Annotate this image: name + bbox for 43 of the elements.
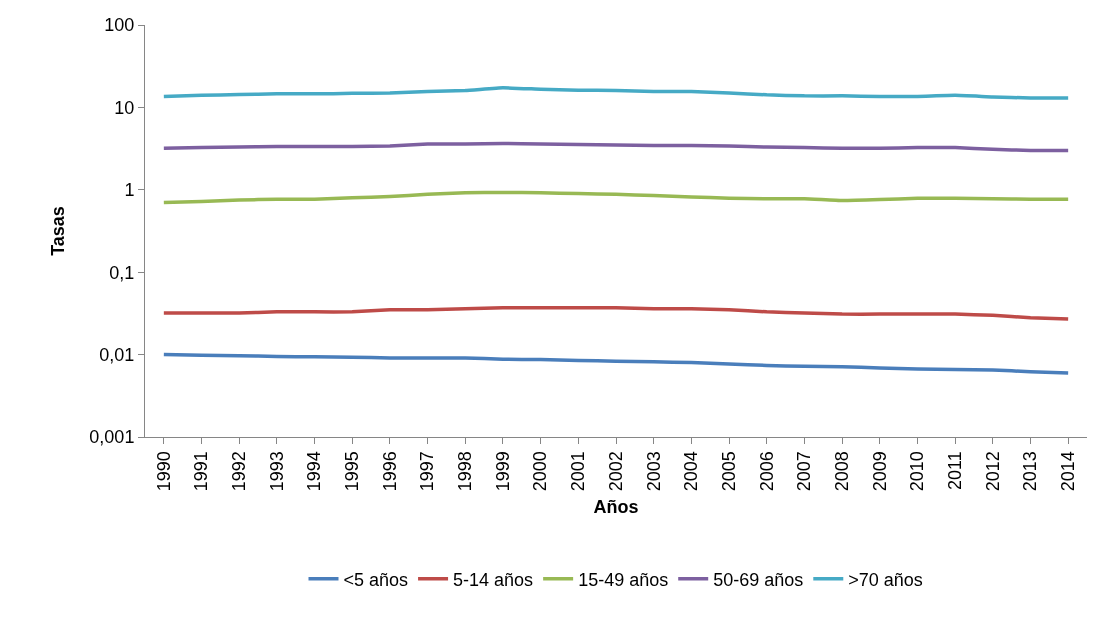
x-tick-label: 2005 (718, 451, 739, 492)
x-tick-label: 1997 (417, 451, 438, 492)
x-tick-label: 1992 (229, 451, 250, 492)
legend-label: >70 años (848, 569, 923, 590)
x-tick-label: 2007 (794, 451, 815, 492)
y-tick-label: 0,01 (99, 344, 135, 365)
x-tick-label: 1990 (153, 451, 174, 492)
x-tick-label: 1995 (342, 451, 363, 492)
legend-label: 50-69 años (713, 569, 804, 590)
x-tick-label: 2004 (681, 451, 702, 492)
x-tick-label: 1991 (191, 451, 212, 492)
x-tick-label: 2008 (831, 451, 852, 492)
x-tick-label: 2001 (568, 451, 589, 492)
x-tick-label: 2000 (530, 451, 551, 492)
x-tick-label: 2010 (907, 451, 928, 492)
x-tick-label: 2012 (982, 451, 1003, 492)
x-axis-title: Años (593, 497, 639, 518)
line-series (162, 352, 1070, 375)
x-tick-label: 1996 (379, 451, 400, 492)
x-tick-label: 1999 (492, 451, 513, 492)
y-tick-label: 0,001 (89, 427, 135, 448)
x-tick-label: 2011 (944, 451, 965, 490)
legend-label: 15-49 años (578, 569, 669, 590)
y-tick-label: 1 (124, 180, 135, 201)
line-series (162, 86, 1070, 100)
legend-label: <5 años (343, 569, 409, 590)
line-series (162, 141, 1070, 153)
y-tick-label: 100 (104, 15, 135, 36)
x-tick-label: 2002 (605, 451, 626, 492)
x-tick-label: 1993 (266, 451, 287, 492)
x-tick-label: 2013 (1020, 451, 1041, 492)
x-tick-label: 1994 (304, 451, 325, 492)
y-axis-title: Tasas (47, 206, 68, 256)
x-tick-label: 2009 (869, 451, 890, 492)
x-tick-label: 1998 (455, 451, 476, 492)
line-series (162, 190, 1070, 205)
x-tick-label: 2003 (643, 451, 664, 492)
x-tick-label: 2006 (756, 451, 777, 492)
y-tick-label: 10 (114, 97, 135, 118)
x-tick-label: 2014 (1058, 451, 1079, 492)
legend-label: 5-14 años (453, 569, 534, 590)
y-tick-label: 0,1 (109, 262, 135, 283)
line-series (162, 306, 1070, 321)
